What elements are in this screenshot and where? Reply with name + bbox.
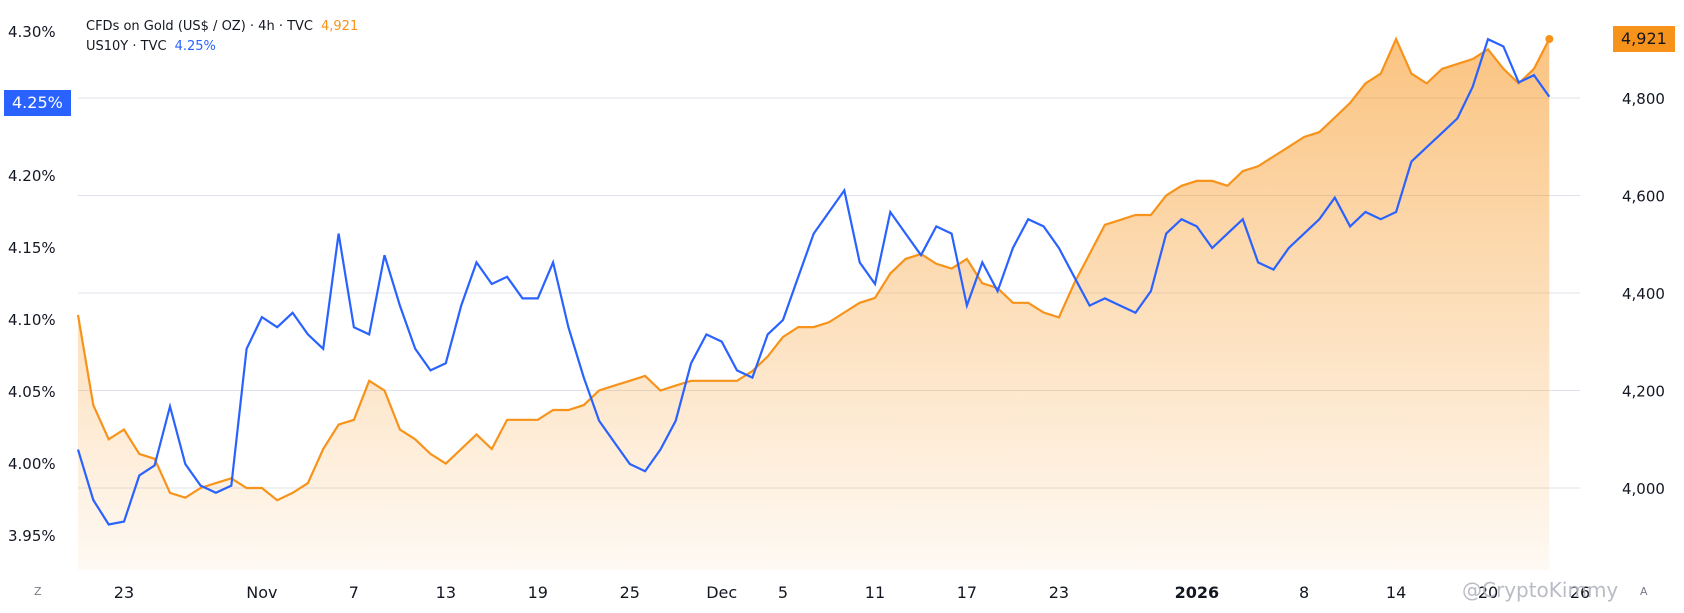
right-tick-label: 4,400 [1622,285,1665,303]
gold-series-line [76,36,1551,502]
x-tick-label: 23 [1049,583,1069,602]
left-tick-label: 3.95% [8,527,56,545]
timezone-toggle[interactable]: Z [34,585,42,598]
chart-legend: CFDs on Gold (US$ / OZ) · 4h · TVC 4,921 … [86,17,358,57]
legend-gold: CFDs on Gold (US$ / OZ) · 4h · TVC 4,921 [86,17,358,37]
left-axis: 4.30%4.25%4.20%4.15%4.10%4.05%4.00%3.95% [8,23,56,545]
gold-last-point [1545,35,1554,44]
right-axis: 4,800 4,600 4,400 4,200 4,000 [1622,90,1665,498]
x-tick-label: Nov [246,583,277,602]
us10y-series-line [76,37,1551,526]
gold-price-badge: 4,921 [1613,26,1675,52]
watermark: @CryptoKimmy [1462,578,1619,602]
x-tick-label: 17 [957,583,977,602]
x-tick-label: Dec [706,583,737,602]
x-tick-label: 19 [528,583,548,602]
x-tick-label: 8 [1299,583,1309,602]
x-tick-label: 23 [114,583,134,602]
x-axis: 23 Nov 7 13 19 25 Dec 5 11 17 23 2026 8 14 20 26 [114,583,1590,602]
x-tick-label: 2026 [1175,583,1220,602]
legend-us10y-label: US10Y · TVC [86,39,167,54]
left-tick-label: 4.05% [8,383,56,401]
right-tick-label: 4,600 [1622,188,1665,206]
left-tick-label: 4.00% [8,455,56,473]
us10y-price-badge: 4.25% [4,90,71,116]
legend-us10y-value: 4.25% [174,39,216,54]
x-tick-label: 7 [349,583,359,602]
right-tick-label: 4,000 [1622,480,1665,498]
legend-gold-label: CFDs on Gold (US$ / OZ) · 4h · TVC [86,19,313,34]
legend-us10y: US10Y · TVC 4.25% [86,37,358,57]
x-tick-label: 25 [620,583,640,602]
left-tick-label: 4.10% [8,311,56,329]
auto-scale-toggle[interactable]: A [1640,585,1648,598]
right-tick-label: 4,800 [1622,90,1665,108]
left-tick-label: 4.15% [8,239,56,257]
x-tick-label: 13 [436,583,456,602]
right-tick-label: 4,200 [1622,383,1665,401]
legend-gold-value: 4,921 [321,19,359,34]
x-tick-label: 26 [1570,583,1590,602]
x-tick-label: 5 [778,583,788,602]
x-tick-label: 14 [1386,583,1406,602]
left-tick-label: 4.20% [8,167,56,185]
gold-area-fill [78,39,1550,570]
left-tick-label: 4.30% [8,23,56,41]
x-tick-label: 20 [1478,583,1498,602]
x-tick-label: 11 [865,583,885,602]
